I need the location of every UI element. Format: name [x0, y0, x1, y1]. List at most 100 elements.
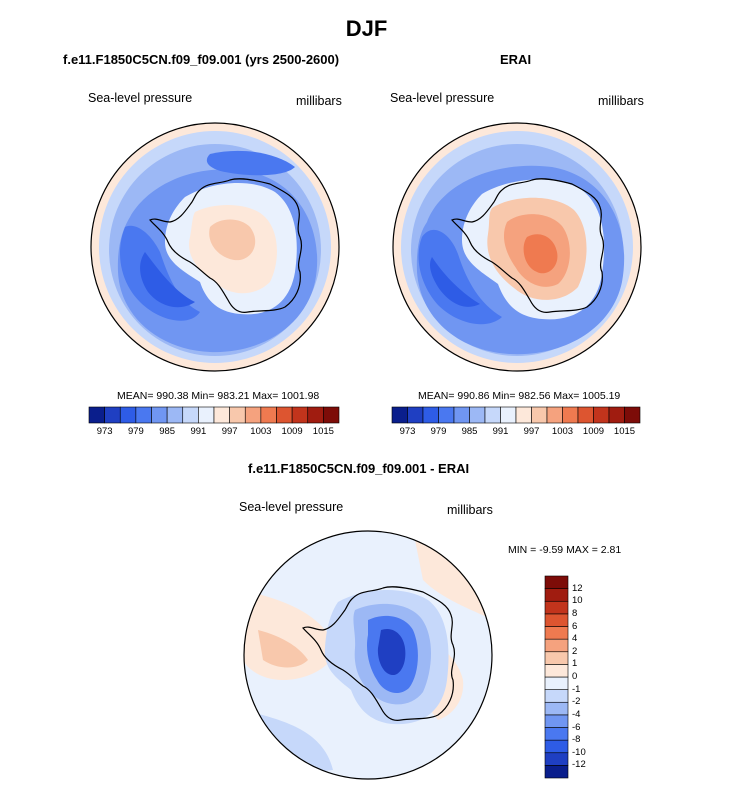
map-1-low-north — [206, 150, 295, 176]
colorbar-2-swatch — [500, 406, 517, 424]
colorbar-3-tick-label: -10 — [572, 746, 586, 758]
map-2-low-core — [430, 257, 480, 307]
colorbar-3-swatch — [544, 575, 569, 589]
colorbar-3-swatch — [544, 588, 569, 602]
map-1-antarctica-coastline — [149, 178, 303, 313]
panel-1-colorbar-ticks: 973 979 985 991 997 1003 1009 1015 — [89, 426, 339, 440]
colorbar-2-swatch — [469, 406, 486, 424]
colorbar-1-tick-label: 973 — [96, 426, 113, 437]
panel-1-variable-label: Sea-level pressure — [88, 91, 193, 105]
panel-2-title: ERAI — [500, 52, 532, 67]
colorbar-2-tick-label: 973 — [399, 426, 416, 437]
panel-2-colorbar-ticks: 973 979 985 991 997 1003 1009 1015 — [392, 426, 640, 440]
colorbar-2-tick-label: 979 — [430, 426, 447, 437]
map-2-antarctica-coastline — [451, 178, 605, 313]
colorbar-2-swatch — [484, 406, 501, 424]
colorbar-1-swatch — [260, 406, 277, 424]
colorbar-1-tick-label: 1015 — [312, 426, 334, 437]
colorbar-2-tick-label: 985 — [461, 426, 478, 437]
panel-1-map — [90, 122, 340, 372]
panel-2-units-label: millibars — [598, 94, 644, 108]
colorbar-1-swatch — [166, 406, 184, 424]
colorbar-1-tick-label: 1009 — [281, 426, 303, 437]
colorbar-2-swatch — [407, 406, 424, 424]
map-3-negative-core — [377, 628, 406, 675]
colorbar-2-tick-label: 991 — [492, 426, 509, 437]
colorbar-3-swatch — [544, 689, 569, 703]
map-2-high-core — [523, 234, 558, 274]
panel-3-units-label: millibars — [447, 503, 493, 517]
colorbar-2-swatch — [515, 406, 532, 424]
panel-3-stats: MIN = -9.59 MAX = 2.81 — [508, 544, 622, 556]
panel-2-variable-label: Sea-level pressure — [390, 91, 495, 105]
colorbar-1-swatch — [104, 406, 121, 424]
colorbar-1-swatch — [213, 406, 230, 424]
map-2-border — [392, 122, 642, 372]
colorbar-2-tick-label: 997 — [523, 426, 540, 437]
panel-2-map — [392, 122, 642, 372]
map-3-antarctica-coastline — [302, 586, 456, 721]
map-3-border — [243, 530, 493, 780]
colorbar-2-swatch — [608, 406, 625, 424]
colorbar-1-swatch — [119, 406, 137, 424]
colorbar-3-tick-label: 0 — [572, 671, 578, 682]
panel-3-title: f.e11.F1850C5CN.f09_f09.001 - ERAI — [248, 461, 470, 476]
colorbar-3-swatch — [544, 752, 569, 766]
colorbar-3-tick-label: 12 — [572, 582, 583, 594]
colorbar-3-tick-label: -1 — [572, 683, 581, 695]
colorbar-3-swatch — [544, 714, 569, 728]
panel-1-title: f.e11.F1850C5CN.f09_f09.001 (yrs 2500-26… — [63, 52, 340, 67]
colorbar-3-tick-label: -6 — [572, 721, 581, 733]
panel-1-units-label: millibars — [296, 94, 342, 108]
map-3-positive-west-core — [258, 630, 308, 668]
colorbar-2-swatch — [577, 406, 594, 424]
colorbar-3-tick-label: 8 — [572, 607, 578, 619]
colorbar-1-tick-label: 991 — [190, 426, 207, 437]
colorbar-3-swatch — [544, 664, 569, 678]
colorbar-2-swatch — [546, 406, 563, 424]
panel-1-colorbar — [88, 406, 340, 424]
colorbar-3-tick-label: 1 — [572, 658, 578, 670]
colorbar-2-swatch — [453, 406, 470, 424]
colorbar-1-swatch — [135, 406, 152, 424]
colorbar-1-tick-label: 997 — [221, 426, 238, 437]
colorbar-3-swatch — [544, 739, 569, 754]
map-2-low-west — [418, 229, 502, 325]
colorbar-1-swatch — [229, 406, 246, 424]
colorbar-3-swatch — [544, 727, 569, 741]
colorbar-1-swatch — [198, 406, 215, 424]
colorbar-2-swatch — [422, 406, 439, 424]
colorbar-3-swatch — [544, 600, 569, 615]
colorbar-1-tick-label: 985 — [159, 426, 176, 437]
panel-3-colorbar-ticks: -12 -10 -8 -6 -4 -2 -1 0 1 2 4 6 8 10 12 — [572, 576, 612, 778]
colorbar-2-tick-label: 1009 — [582, 426, 605, 437]
colorbar-1-tick-label: 979 — [127, 426, 144, 437]
panel-3-colorbar — [544, 575, 569, 779]
map-1-border — [90, 122, 340, 372]
colorbar-3-tick-label: 2 — [572, 645, 578, 657]
colorbar-3-tick-label: -2 — [572, 696, 581, 708]
colorbar-3-swatch — [544, 701, 569, 716]
colorbar-2-swatch — [438, 406, 455, 424]
colorbar-3-tick-label: 6 — [572, 620, 578, 632]
colorbar-2-tick-label: 1003 — [551, 426, 574, 437]
colorbar-1-swatch — [291, 406, 309, 424]
colorbar-3-tick-label: 4 — [572, 633, 578, 645]
panel-2-colorbar — [391, 406, 641, 424]
colorbar-3-tick-label: -12 — [572, 759, 586, 771]
figure-title: DJF — [345, 16, 388, 41]
colorbar-3-tick-label: -8 — [572, 734, 581, 746]
colorbar-2-tick-label: 1015 — [613, 426, 636, 437]
panel-3-variable-label: Sea-level pressure — [239, 500, 344, 514]
colorbar-3-tick-label: -4 — [572, 708, 581, 720]
panel-3-map — [243, 530, 493, 780]
colorbar-2-swatch — [593, 406, 610, 424]
colorbar-1-swatch — [307, 406, 324, 424]
colorbar-1-swatch — [88, 406, 105, 424]
map-1-low-core — [140, 252, 195, 308]
colorbar-3-swatch — [544, 651, 569, 665]
colorbar-2-swatch — [391, 406, 408, 424]
colorbar-2-swatch — [531, 406, 548, 424]
colorbar-3-swatch — [544, 765, 569, 779]
colorbar-1-tick-label: 1003 — [250, 426, 272, 437]
